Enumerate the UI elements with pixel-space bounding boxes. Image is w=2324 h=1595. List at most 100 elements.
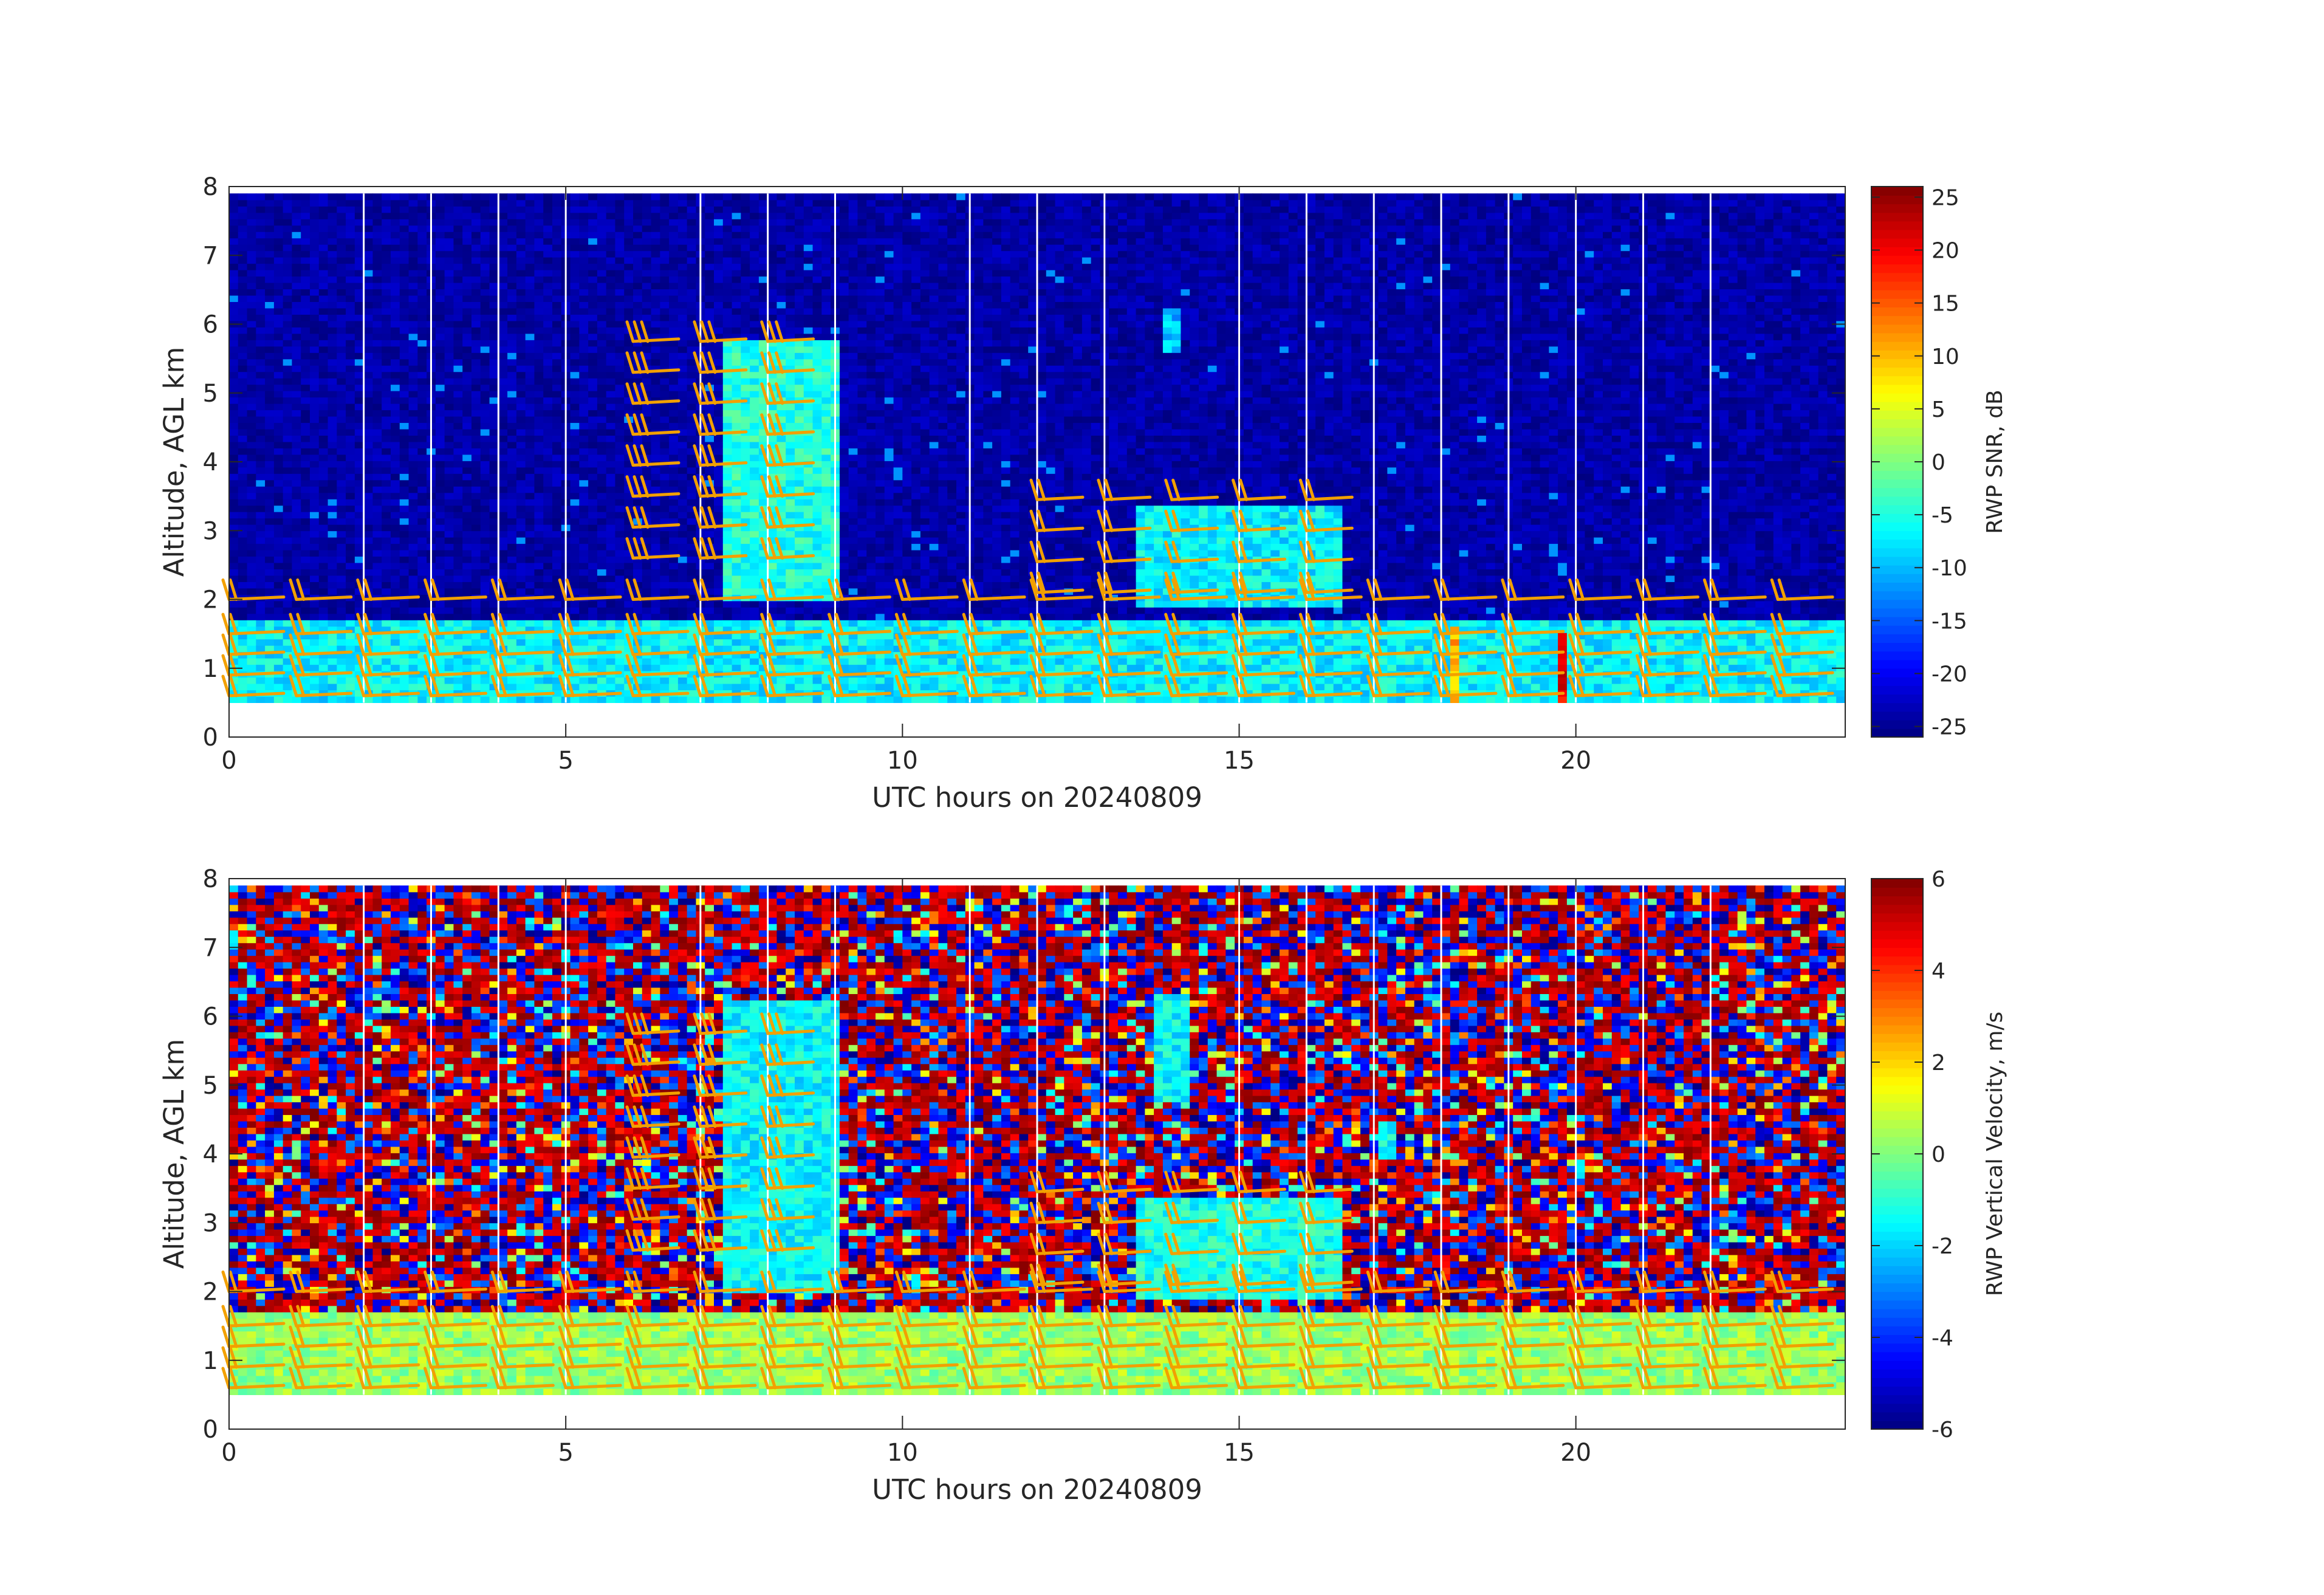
heatmap-cell	[651, 479, 660, 487]
heatmap-cell	[391, 696, 400, 703]
heatmap-cell	[543, 282, 553, 290]
heatmap-cell	[382, 600, 391, 608]
heatmap-cell	[750, 543, 759, 551]
heatmap-cell	[516, 250, 526, 258]
heatmap-cell	[507, 441, 517, 448]
heatmap-cell	[669, 454, 679, 461]
heatmap-cell	[507, 537, 517, 544]
heatmap-cell	[543, 569, 553, 576]
heatmap-cell	[283, 365, 293, 372]
heatmap-cell	[525, 658, 535, 665]
heatmap-cell	[714, 371, 724, 379]
heatmap-cell	[677, 282, 688, 290]
heatmap-cell	[660, 206, 670, 213]
heatmap-cell	[382, 416, 391, 424]
heatmap-cell	[327, 549, 337, 557]
heatmap-cell	[597, 257, 607, 264]
heatmap-cell	[318, 492, 329, 499]
heatmap-cell	[722, 543, 733, 551]
heatmap-cell	[471, 677, 481, 684]
heatmap-cell	[229, 428, 239, 436]
heatmap-cell	[570, 276, 580, 283]
heatmap-cell	[292, 524, 301, 532]
heatmap-cell	[714, 314, 724, 321]
heatmap-cell	[570, 505, 580, 512]
heatmap-cell	[776, 314, 786, 321]
heatmap-cell	[579, 384, 589, 391]
heatmap-cell	[677, 588, 688, 595]
heatmap-cell	[471, 365, 481, 372]
heatmap-cell	[489, 358, 499, 366]
heatmap-cell	[741, 378, 750, 385]
heatmap-cell	[444, 282, 454, 290]
heatmap-cell	[283, 422, 293, 430]
heatmap-cell	[399, 479, 410, 487]
heatmap-cell	[489, 371, 499, 379]
heatmap-cell	[453, 620, 463, 627]
heatmap-cell	[677, 607, 688, 614]
heatmap-cell	[534, 340, 544, 347]
heatmap-cell	[372, 626, 382, 633]
heatmap-cell	[435, 244, 445, 252]
heatmap-cell	[417, 314, 427, 321]
heatmap-cell	[453, 569, 463, 576]
heatmap-cell	[337, 530, 346, 538]
heatmap-cell	[633, 244, 643, 252]
heatmap-cell	[714, 358, 724, 366]
heatmap-cell	[480, 365, 490, 372]
heatmap-cell	[247, 352, 256, 360]
heatmap-cell	[346, 562, 355, 569]
heatmap-cell	[669, 295, 679, 303]
heatmap-cell	[265, 244, 275, 252]
heatmap-cell	[301, 282, 310, 290]
heatmap-cell	[624, 461, 634, 468]
heatmap-cell	[391, 384, 400, 391]
heatmap-cell	[265, 352, 275, 360]
heatmap-cell	[265, 518, 275, 525]
heatmap-cell	[516, 333, 526, 340]
heatmap-cell	[283, 613, 293, 620]
heatmap-cell	[256, 441, 266, 448]
heatmap-cell	[283, 486, 293, 493]
heatmap-cell	[354, 391, 365, 398]
heatmap-cell	[346, 651, 355, 659]
heatmap-cell	[722, 683, 733, 691]
heatmap-cell	[776, 448, 786, 455]
heatmap-cell	[525, 473, 535, 481]
heatmap-cell	[767, 219, 778, 226]
heatmap-cell	[642, 683, 652, 691]
heatmap-cell	[543, 397, 553, 404]
heatmap-cell	[543, 257, 553, 264]
heatmap-cell	[588, 549, 598, 557]
heatmap-cell	[247, 454, 256, 461]
heatmap-cell	[310, 250, 320, 258]
heatmap-cell	[516, 257, 526, 264]
heatmap-cell	[444, 307, 454, 315]
heatmap-cell	[570, 250, 580, 258]
heatmap-cell	[337, 664, 346, 671]
heatmap-cell	[579, 257, 589, 264]
heatmap-cell	[642, 340, 652, 347]
heatmap-cell	[408, 626, 418, 633]
heatmap-cell	[543, 581, 553, 589]
heatmap-cell	[273, 219, 284, 226]
heatmap-cell	[615, 346, 625, 353]
heatmap-cell	[229, 575, 239, 582]
heatmap-cell	[310, 391, 320, 398]
heatmap-cell	[579, 225, 589, 232]
heatmap-cell	[435, 664, 445, 671]
heatmap-cell	[651, 199, 660, 207]
heatmap-cell	[265, 696, 275, 703]
heatmap-cell	[391, 537, 400, 544]
heatmap-cell	[265, 543, 275, 551]
heatmap-cell	[588, 633, 598, 640]
heatmap-cell	[669, 435, 679, 442]
heatmap-cell	[624, 365, 634, 372]
heatmap-cell	[408, 238, 418, 245]
heatmap-cell	[363, 352, 374, 360]
heatmap-cell	[310, 581, 320, 589]
heatmap-cell	[292, 250, 301, 258]
heatmap-cell	[588, 677, 598, 684]
heatmap-cell	[273, 524, 284, 532]
heatmap-cell	[318, 301, 329, 309]
